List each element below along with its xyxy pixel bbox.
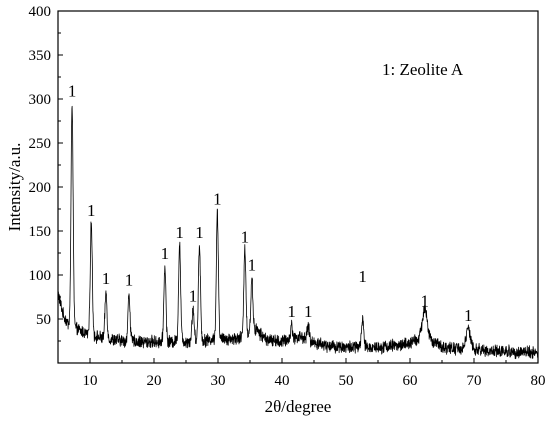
y-tick-label: 100 — [29, 268, 52, 284]
peak-label-1: 1 — [195, 223, 204, 242]
y-tick-label: 250 — [29, 136, 52, 152]
x-axis-ticks — [57, 358, 539, 363]
peak-label-1: 1 — [304, 302, 313, 321]
y-tick-label: 150 — [29, 224, 52, 240]
peak-label-1: 1 — [68, 81, 77, 100]
legend-entry-zeolite-a: 1: Zeolite A — [382, 60, 464, 79]
peak-label-1: 1 — [102, 269, 111, 288]
peak-label-1: 1 — [420, 292, 429, 311]
trace-group — [57, 105, 539, 360]
peak-label-1: 1 — [287, 302, 296, 321]
peak-label-1: 1 — [87, 201, 96, 220]
x-tick-label: 20 — [147, 373, 162, 389]
x-tick-label: 70 — [467, 373, 482, 389]
y-axis-label: Intensity/a.u. — [5, 143, 24, 232]
x-axis-tick-labels: 10 20 30 40 50 60 70 80 — [83, 373, 546, 389]
y-tick-label: 200 — [29, 180, 52, 196]
peak-label-1: 1 — [189, 286, 198, 305]
peak-label-1: 1 — [241, 227, 250, 246]
peak-label-1: 1 — [358, 267, 367, 286]
peak-label-1: 1 — [213, 190, 222, 209]
x-tick-label: 30 — [211, 373, 226, 389]
x-tick-label: 60 — [403, 373, 418, 389]
y-tick-label: 400 — [29, 4, 52, 20]
peak-label-1: 1 — [175, 223, 184, 242]
x-tick-label: 40 — [275, 373, 290, 389]
peak-label-1: 1 — [125, 271, 134, 290]
xrd-trace-line — [57, 105, 539, 360]
x-tick-label: 50 — [339, 373, 354, 389]
peak-label-1: 1 — [464, 306, 473, 325]
y-axis-ticks — [58, 10, 63, 342]
y-tick-label: 300 — [29, 92, 52, 108]
peak-label-1: 1 — [161, 244, 170, 263]
y-tick-label: 350 — [29, 48, 52, 64]
x-axis-label: 2θ/degree — [265, 397, 332, 416]
peak-label-1: 1 — [248, 256, 257, 275]
y-tick-label: 50 — [36, 312, 51, 328]
y-axis-tick-labels: 50 100 150 200 250 300 350 400 — [29, 4, 52, 328]
x-tick-label: 10 — [83, 373, 98, 389]
x-tick-label: 80 — [531, 373, 546, 389]
